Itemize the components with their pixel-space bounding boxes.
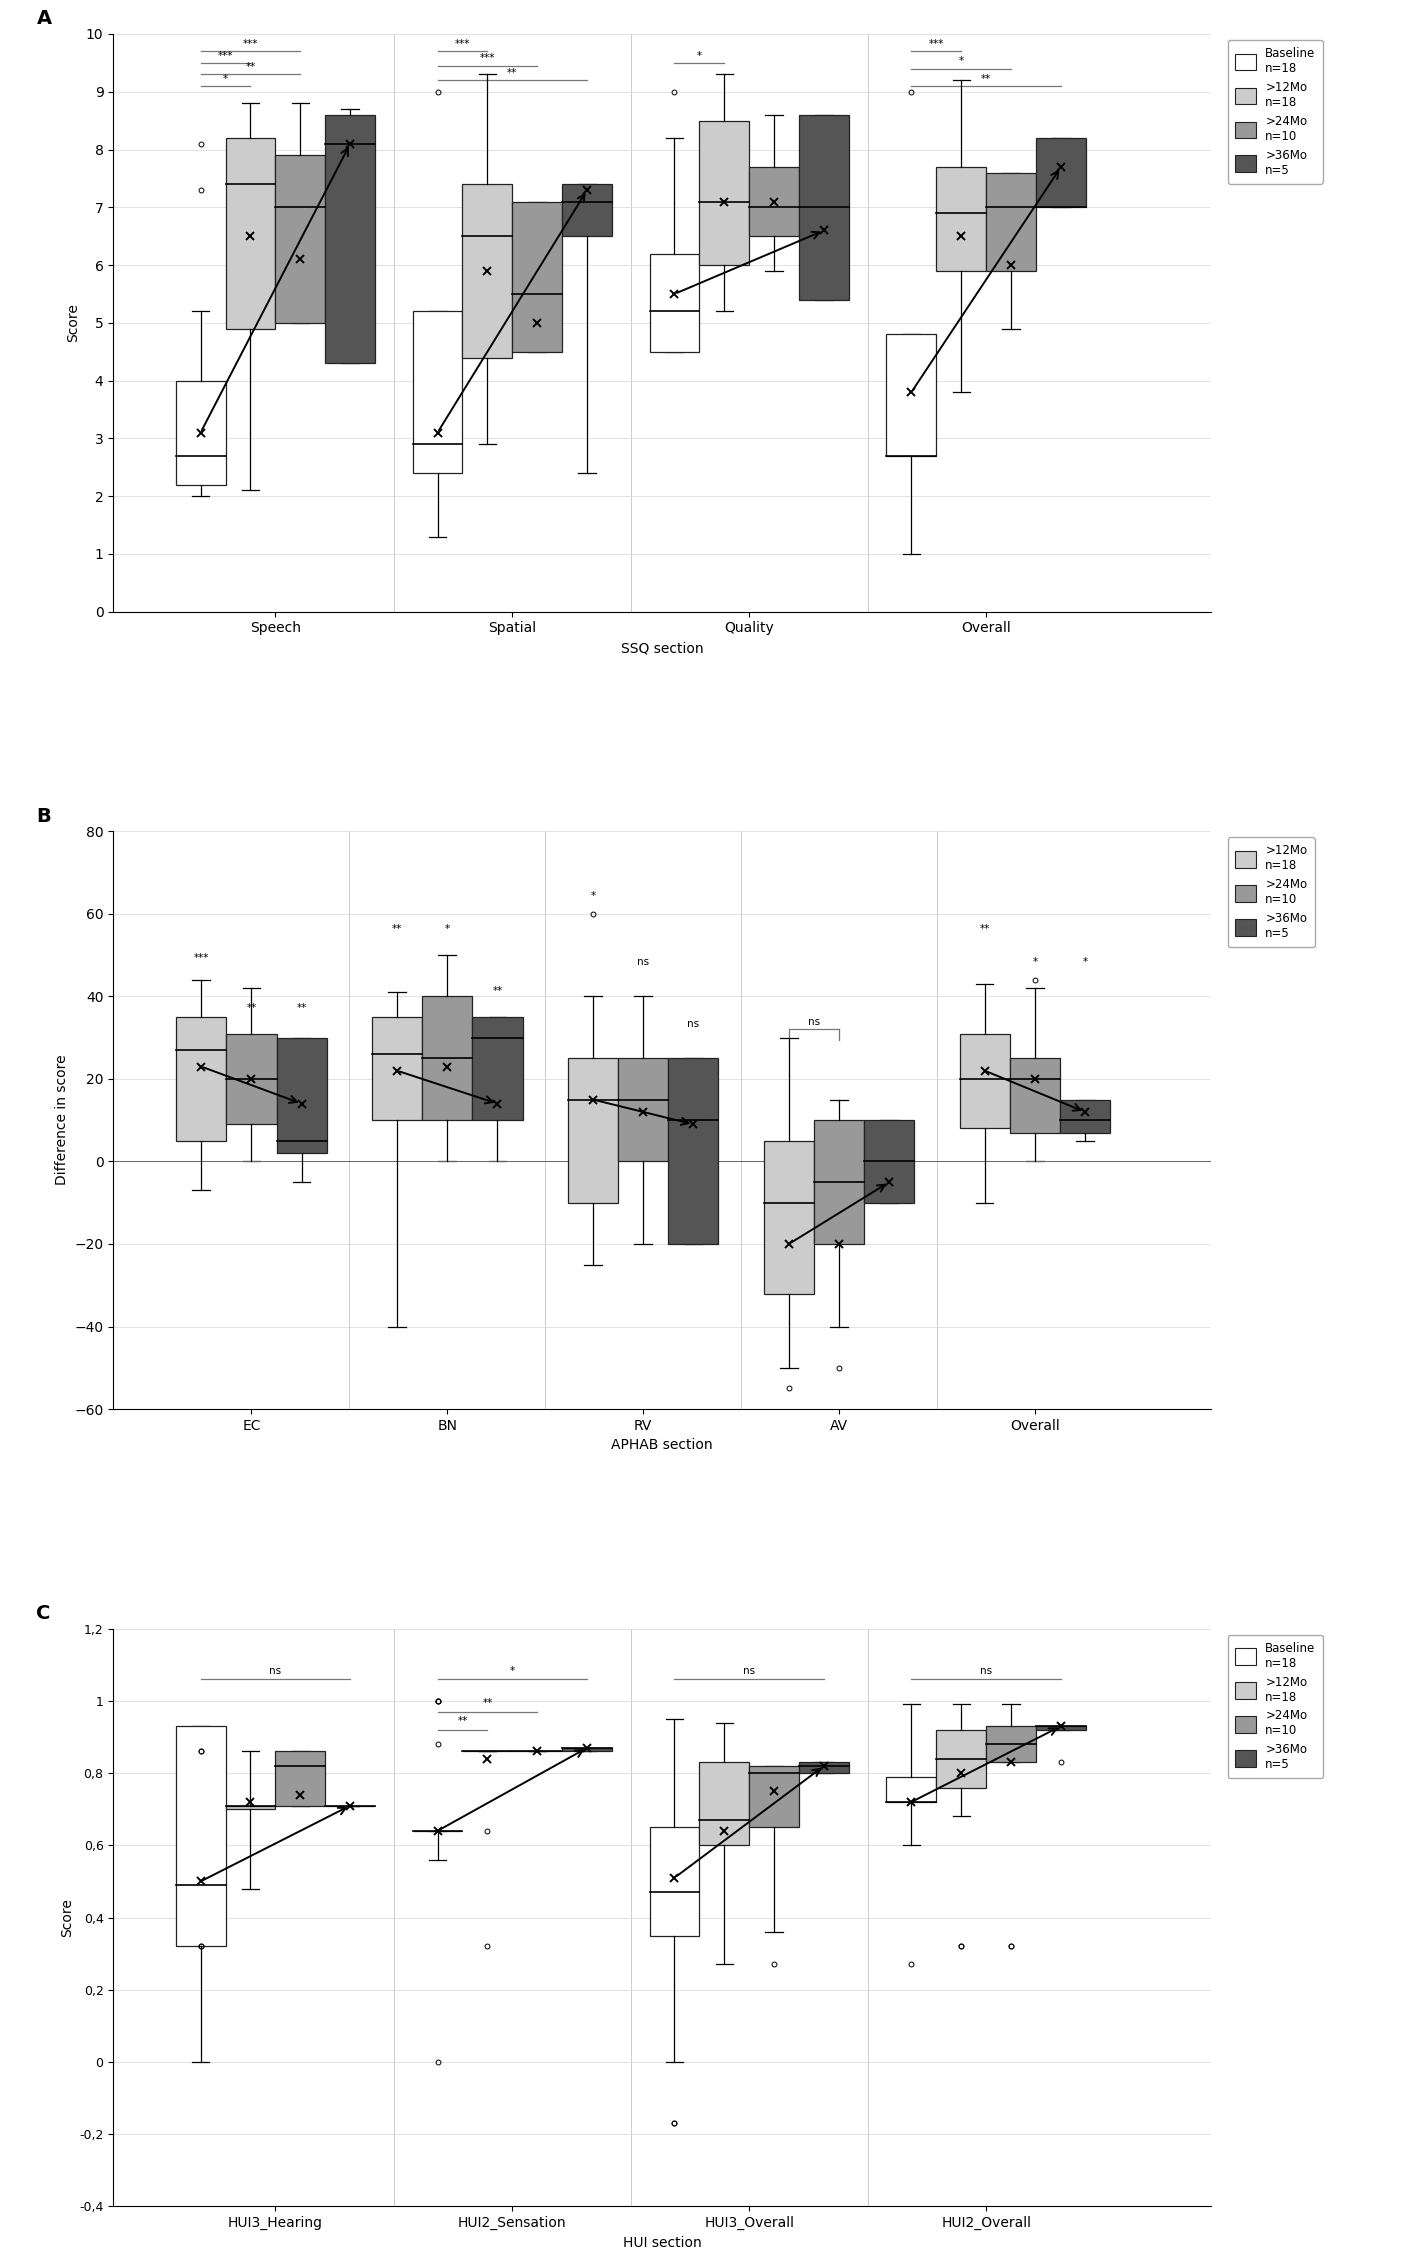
Text: *: * — [1032, 957, 1038, 969]
Bar — [668, 1059, 718, 1245]
Bar — [227, 1034, 276, 1125]
Bar — [1061, 1100, 1110, 1132]
Text: ***: *** — [242, 38, 258, 50]
Text: A: A — [37, 9, 51, 27]
Bar — [700, 120, 749, 265]
Bar — [749, 1765, 799, 1826]
Text: ***: *** — [194, 953, 208, 964]
Bar — [568, 1059, 617, 1202]
Text: ns: ns — [980, 1666, 993, 1675]
Text: **: ** — [246, 1003, 256, 1014]
Text: ***: *** — [929, 38, 944, 50]
Text: **: ** — [392, 926, 402, 935]
Bar — [463, 183, 513, 358]
Bar — [617, 1059, 668, 1161]
Bar — [372, 1016, 422, 1120]
Bar — [225, 138, 275, 328]
Text: ***: *** — [218, 50, 234, 61]
Bar — [562, 183, 612, 235]
Bar — [650, 253, 700, 351]
Text: *: * — [445, 926, 450, 935]
Y-axis label: Score: Score — [67, 303, 81, 342]
X-axis label: APHAB section: APHAB section — [612, 1439, 712, 1453]
Text: **: ** — [507, 68, 517, 77]
Bar — [799, 1763, 850, 1774]
Text: ***: *** — [480, 54, 496, 63]
Bar — [886, 335, 936, 455]
Bar — [886, 1776, 936, 1801]
Legend: Baseline
n=18, >12Mo
n=18, >24Mo
n=10, >36Mo
n=5: Baseline n=18, >12Mo n=18, >24Mo n=10, >… — [1228, 41, 1323, 183]
Legend: >12Mo
n=18, >24Mo
n=10, >36Mo
n=5: >12Mo n=18, >24Mo n=10, >36Mo n=5 — [1228, 837, 1314, 948]
Text: *: * — [510, 1666, 515, 1675]
Bar — [936, 1729, 986, 1788]
Bar — [276, 1039, 327, 1154]
Text: **: ** — [296, 1003, 307, 1014]
Text: B: B — [37, 806, 51, 826]
X-axis label: SSQ section: SSQ section — [620, 640, 704, 654]
Text: ns: ns — [687, 1018, 700, 1030]
Bar — [1037, 138, 1086, 208]
Text: **: ** — [483, 1697, 493, 1709]
X-axis label: HUI section: HUI section — [623, 2236, 701, 2249]
Y-axis label: Score: Score — [59, 1899, 74, 1937]
Bar — [1037, 1727, 1086, 1729]
Bar — [864, 1120, 915, 1202]
Bar — [513, 201, 562, 351]
Text: **: ** — [980, 926, 990, 935]
Text: **: ** — [493, 987, 503, 996]
Bar — [749, 167, 799, 235]
Text: ns: ns — [809, 1018, 820, 1027]
Bar — [275, 1752, 326, 1806]
Bar — [986, 1727, 1037, 1763]
Text: *: * — [590, 892, 596, 901]
Text: *: * — [222, 75, 228, 84]
Bar — [650, 1826, 700, 1935]
Text: **: ** — [457, 1715, 467, 1727]
Text: *: * — [959, 57, 964, 66]
Bar — [1010, 1059, 1061, 1132]
Bar — [986, 172, 1037, 272]
Text: *: * — [1083, 957, 1087, 969]
Text: ns: ns — [637, 957, 649, 969]
Bar — [326, 115, 375, 364]
Text: *: * — [697, 50, 702, 61]
Bar — [473, 1016, 523, 1120]
Bar — [814, 1120, 864, 1245]
Bar — [936, 167, 986, 272]
Bar — [275, 156, 326, 324]
Bar — [700, 1763, 749, 1844]
Text: ***: *** — [455, 38, 470, 50]
Bar — [176, 380, 225, 484]
Text: **: ** — [981, 75, 991, 84]
Text: **: ** — [245, 61, 255, 72]
Bar — [422, 996, 473, 1120]
Bar — [225, 1806, 275, 1808]
Bar — [562, 1747, 612, 1752]
Text: C: C — [37, 1604, 51, 1623]
Legend: Baseline
n=18, >12Mo
n=18, >24Mo
n=10, >36Mo
n=5: Baseline n=18, >12Mo n=18, >24Mo n=10, >… — [1228, 1634, 1323, 1779]
Text: ns: ns — [269, 1666, 282, 1675]
Bar — [799, 115, 850, 299]
Bar — [176, 1727, 225, 1946]
Bar — [412, 312, 463, 473]
Bar — [763, 1141, 814, 1294]
Bar — [176, 1016, 227, 1141]
Bar — [960, 1034, 1010, 1129]
Text: ns: ns — [743, 1666, 755, 1675]
Y-axis label: Difference in score: Difference in score — [55, 1055, 69, 1186]
